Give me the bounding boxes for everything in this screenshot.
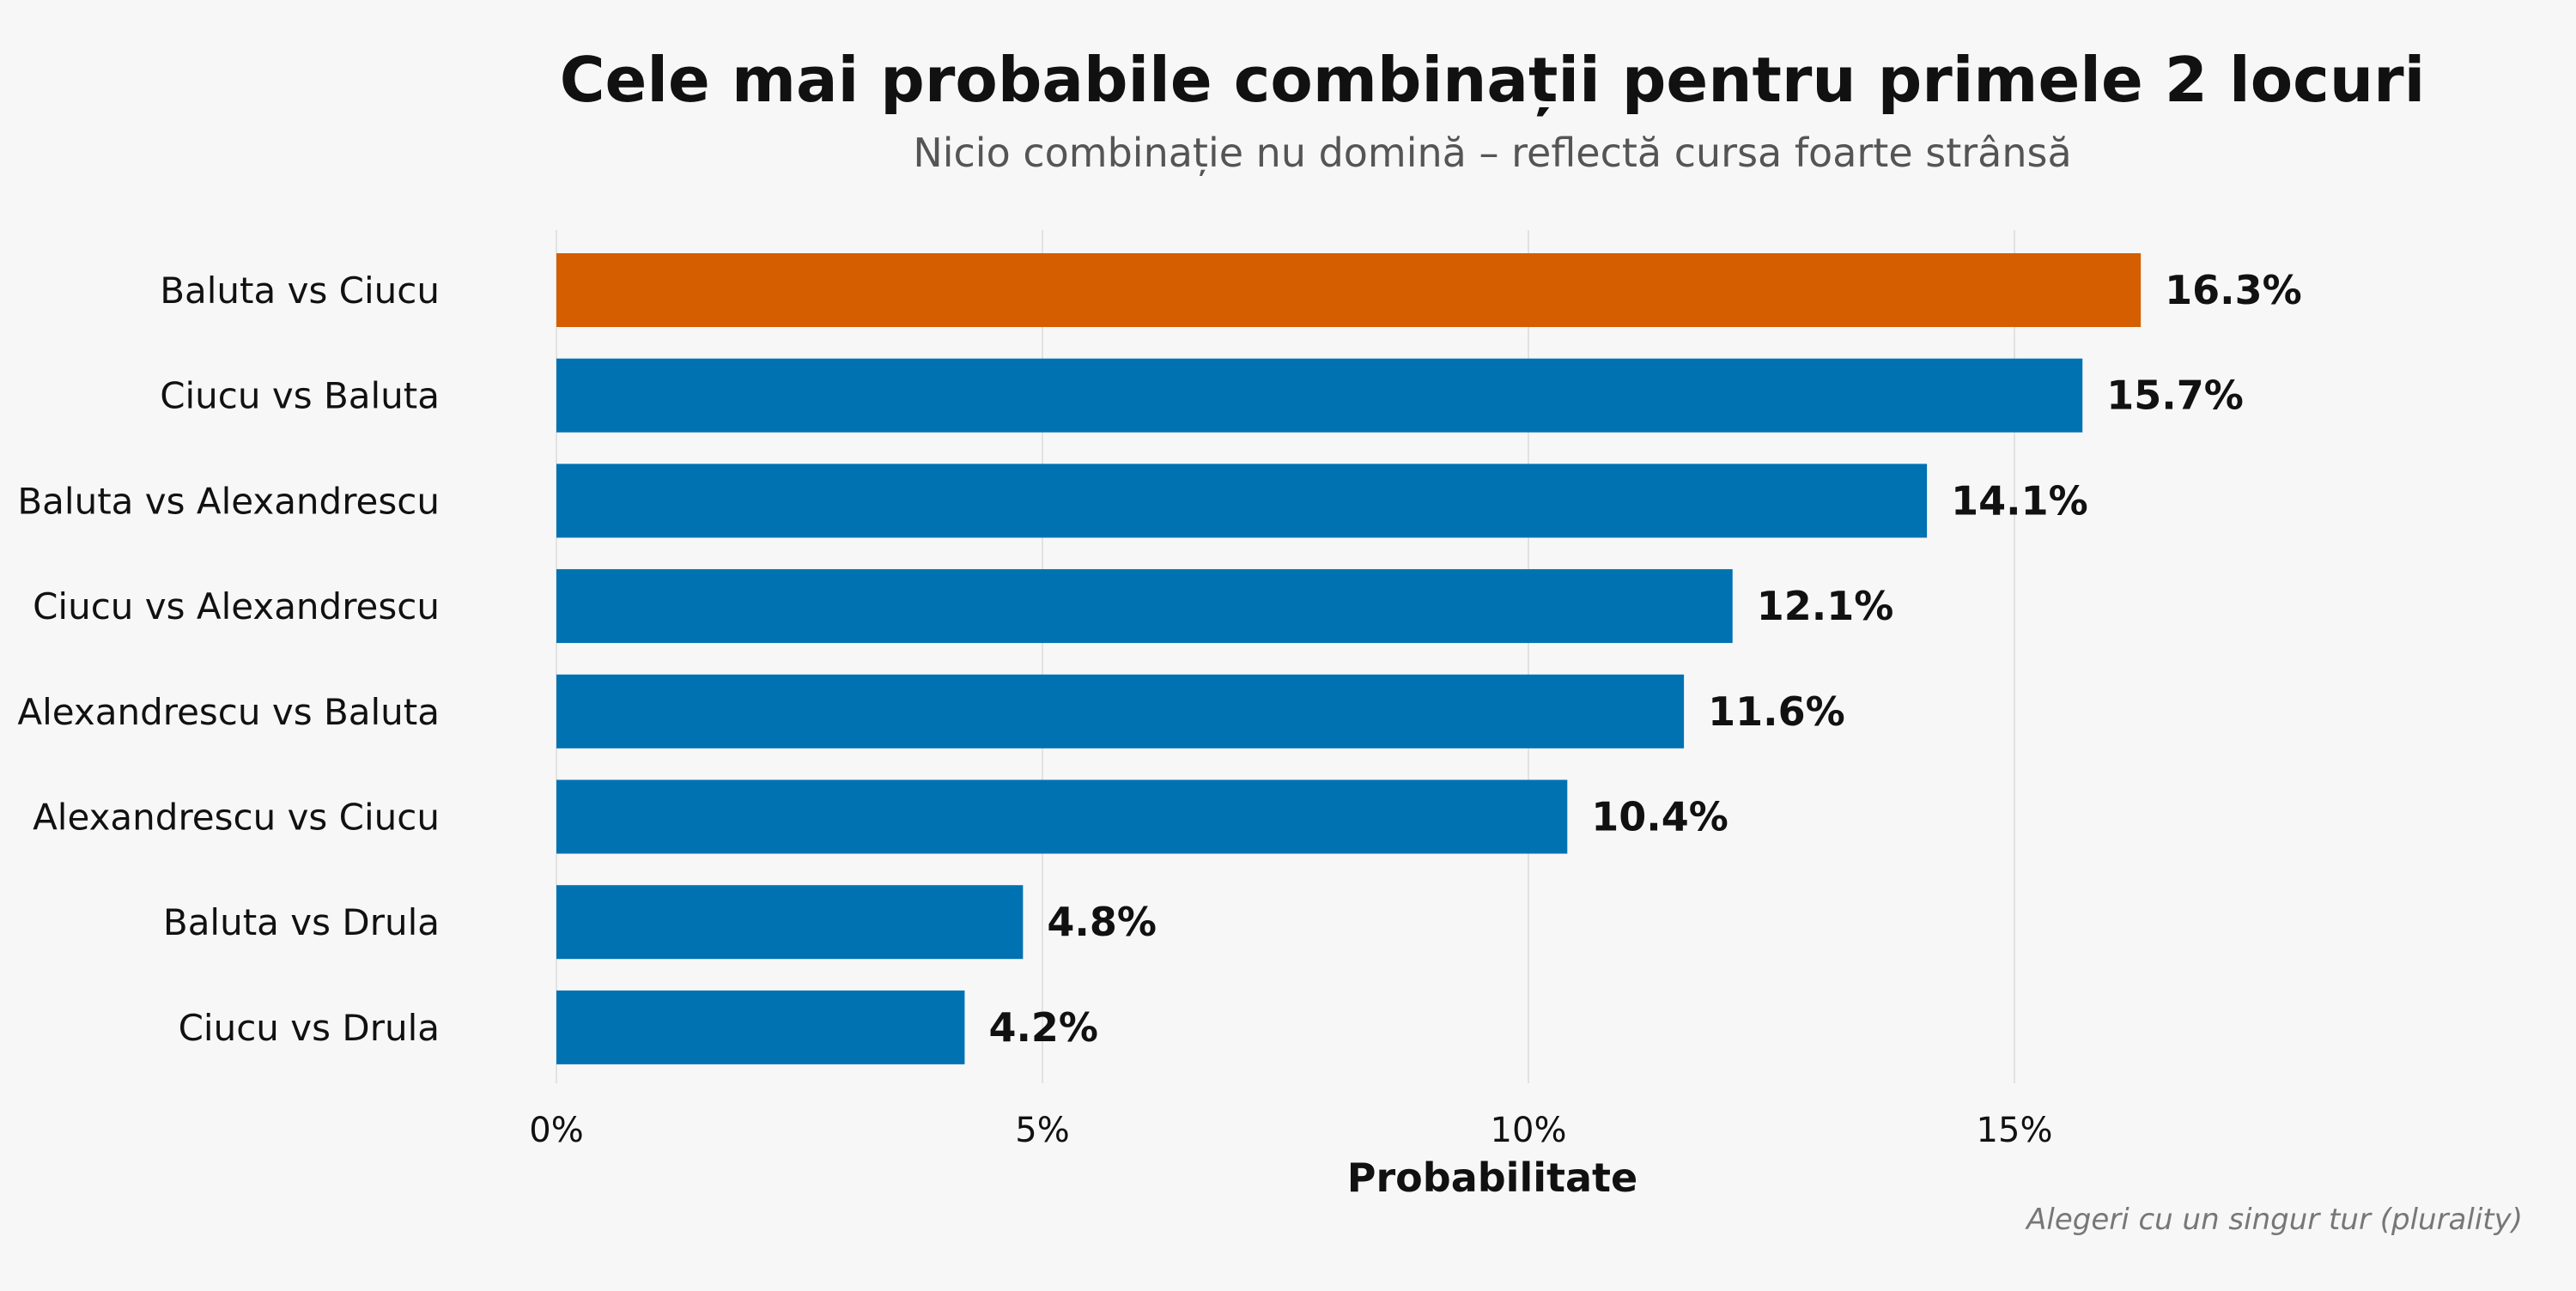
category-label: Baluta vs Drula [163,901,440,943]
bar [556,569,1733,644]
value-label: 4.2% [988,1004,1098,1051]
category-label: Alexandrescu vs Ciucu [33,797,440,839]
category-label: Alexandrescu vs Baluta [17,691,440,733]
x-axis-ticks: 0% 5% 10% 15% [529,1111,2052,1150]
bar [556,779,1568,854]
bars [556,253,2142,1064]
category-label: Ciucu vs Baluta [160,375,440,417]
value-label: 11.6% [1708,688,1845,735]
chart-caption: Alegeri cu un singur tur (plurality) [2025,1203,2523,1237]
value-label: 12.1% [1757,583,1894,629]
value-label: 15.7% [2106,373,2244,419]
value-label: 4.8% [1047,899,1157,945]
value-labels: 16.3% 15.7% 14.1% 12.1% 11.6% 10.4% 4.8% 4.2% [988,267,2301,1051]
value-label: 14.1% [1951,477,2088,524]
bar [556,358,2083,433]
category-label: Baluta vs Alexandrescu [17,480,440,522]
category-label: Ciucu vs Drula [179,1007,440,1049]
category-label: Baluta vs Ciucu [160,270,440,312]
x-tick-label: 0% [529,1111,583,1150]
chart-subtitle: Nicio combinație nu domină – reflectă cu… [913,130,2071,177]
x-axis-title: Probabilitate [1347,1155,1637,1201]
category-label: Ciucu vs Alexandrescu [33,585,440,627]
bar [556,885,1024,960]
chart-title: Cele mai probabile combinații pentru pri… [560,44,2426,116]
value-label: 10.4% [1591,794,1728,840]
x-tick-label: 10% [1491,1111,1567,1150]
x-tick-label: 5% [1015,1111,1069,1150]
bar [556,464,1928,538]
x-tick-label: 15% [1977,1111,2053,1150]
bar-highlighted [556,253,2142,327]
bar [556,674,1685,749]
value-label: 16.3% [2165,267,2302,313]
category-labels: Baluta vs Ciucu Ciucu vs Baluta Baluta vs … [17,270,440,1049]
bar [556,990,965,1064]
